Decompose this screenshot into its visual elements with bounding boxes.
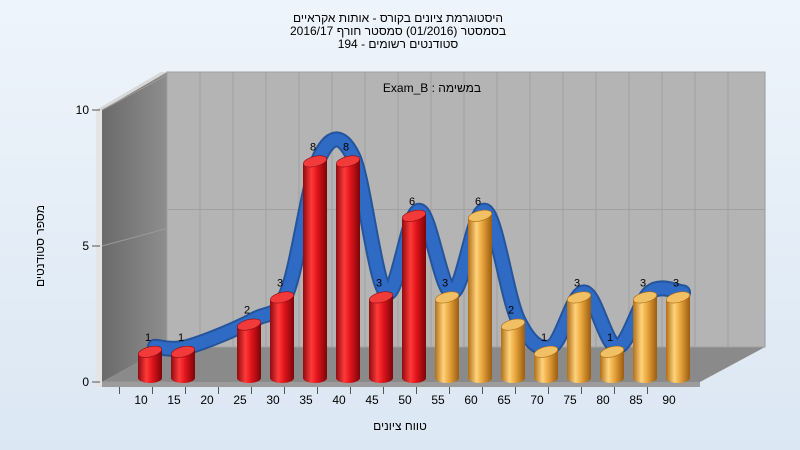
bar-value-label: 6 xyxy=(409,196,415,208)
bar-value-label: 3 xyxy=(376,277,382,289)
value-labels: 1 1 2 3 8 8 3 6 3 6 2 1 3 1 3 3 xyxy=(145,141,679,343)
x-tick-label: 80 xyxy=(596,393,610,407)
bar-value-label: 2 xyxy=(508,305,514,317)
x-tick-label: 35 xyxy=(299,393,313,407)
exam-annotation: במשימה : Exam_B xyxy=(383,81,481,95)
bar-cap xyxy=(632,291,658,304)
bar xyxy=(236,318,262,383)
bar-body xyxy=(567,294,591,383)
left-wall xyxy=(102,72,167,382)
x-tick-label: 85 xyxy=(629,393,643,407)
grid-line-side xyxy=(101,74,168,111)
grid-lines xyxy=(92,71,765,383)
bar-body xyxy=(666,294,690,383)
x-tick-label: 45 xyxy=(365,393,379,407)
x-tick-label: 15 xyxy=(167,393,181,407)
bar-cap xyxy=(170,345,196,358)
bar-value-label: 3 xyxy=(277,277,283,289)
x-tick-label: 25 xyxy=(233,393,247,407)
bar-value-label: 1 xyxy=(541,332,547,344)
bar xyxy=(665,291,691,383)
bar-value-label: 3 xyxy=(673,277,679,289)
bar xyxy=(533,345,559,383)
bar-value-label: 1 xyxy=(178,332,184,344)
x-tick-label: 50 xyxy=(398,393,412,407)
bar-cap xyxy=(500,318,526,331)
bar-body xyxy=(402,212,426,383)
bar-value-label: 3 xyxy=(574,277,580,289)
bar-cap xyxy=(236,318,262,331)
bar-value-label: 6 xyxy=(475,196,481,208)
bar xyxy=(269,291,295,383)
bar-value-label: 1 xyxy=(607,332,613,344)
bar-body xyxy=(303,158,327,383)
floor-front-edge xyxy=(102,382,700,387)
y-axis-title: מספר סטודנטים xyxy=(33,205,47,287)
y-tick-label: 5 xyxy=(82,239,89,253)
y-tick-label: 10 xyxy=(76,103,90,117)
x-tick-label: 65 xyxy=(497,393,511,407)
bar xyxy=(368,291,394,383)
bar-body xyxy=(336,158,360,383)
bar-value-label: 3 xyxy=(442,277,448,289)
chart-title-line-1: היסטוגרמת ציונים בקורס - אותות אקראיים xyxy=(293,11,503,25)
bar-body xyxy=(369,294,393,383)
bar-body xyxy=(501,321,525,383)
x-tick-label: 75 xyxy=(563,393,577,407)
y-tick-labels: 0 5 10 xyxy=(76,103,90,389)
bar xyxy=(599,345,625,383)
bar-value-label: 2 xyxy=(244,305,250,317)
bar xyxy=(401,209,427,383)
bar-body xyxy=(270,294,294,383)
left-wall-edge xyxy=(96,110,102,387)
bar-cap xyxy=(533,345,559,358)
chart-title-line-3: סטודנטים רשומים - 194 xyxy=(338,37,459,51)
bar xyxy=(467,209,493,383)
bar-cap xyxy=(434,291,460,304)
x-tick-label: 60 xyxy=(464,393,478,407)
bar-cap xyxy=(368,291,394,304)
bar-cap xyxy=(335,155,361,168)
floor xyxy=(102,347,765,382)
bar-body xyxy=(633,294,657,383)
bar-cap xyxy=(269,291,295,304)
bar-cap xyxy=(566,291,592,304)
chart-title-line-2: בסמסטר (01/2016) סמסטר חורף 2016/17 xyxy=(290,24,506,38)
bar xyxy=(335,155,361,383)
grid-line-side xyxy=(101,228,168,247)
bar-body xyxy=(435,294,459,383)
left-wall-top xyxy=(96,72,167,110)
y-tick-label: 0 xyxy=(82,375,89,389)
bar-body xyxy=(237,321,261,383)
bar xyxy=(500,318,526,383)
bar-cap xyxy=(665,291,691,304)
bar-cap xyxy=(302,155,328,168)
bar-value-label: 8 xyxy=(310,141,316,153)
bar-value-label: 8 xyxy=(343,141,349,153)
bar xyxy=(170,345,196,383)
x-tick-label: 55 xyxy=(431,393,445,407)
x-tick-label: 90 xyxy=(662,393,676,407)
x-tick-label: 20 xyxy=(200,393,214,407)
x-tick-label: 30 xyxy=(266,393,280,407)
bar-cap xyxy=(599,345,625,358)
bar xyxy=(137,345,163,383)
bar-value-label: 3 xyxy=(640,277,646,289)
x-axis-title: טווח ציונים xyxy=(373,419,427,433)
bar-cap xyxy=(467,209,493,222)
bar-cap xyxy=(401,209,427,222)
bar-cap xyxy=(137,345,163,358)
bar xyxy=(434,291,460,383)
x-tick-labels: 10 15 20 25 30 35 40 45 50 55 60 65 70 75 80 85 90 xyxy=(119,387,676,407)
bar xyxy=(302,155,328,383)
bar-value-label: 1 xyxy=(145,332,151,344)
x-tick-label: 70 xyxy=(530,393,544,407)
x-tick-label: 40 xyxy=(332,393,346,407)
bars xyxy=(137,155,691,383)
x-tick-label: 10 xyxy=(134,393,148,407)
bar xyxy=(632,291,658,383)
bar-body xyxy=(468,212,492,383)
bar xyxy=(566,291,592,383)
